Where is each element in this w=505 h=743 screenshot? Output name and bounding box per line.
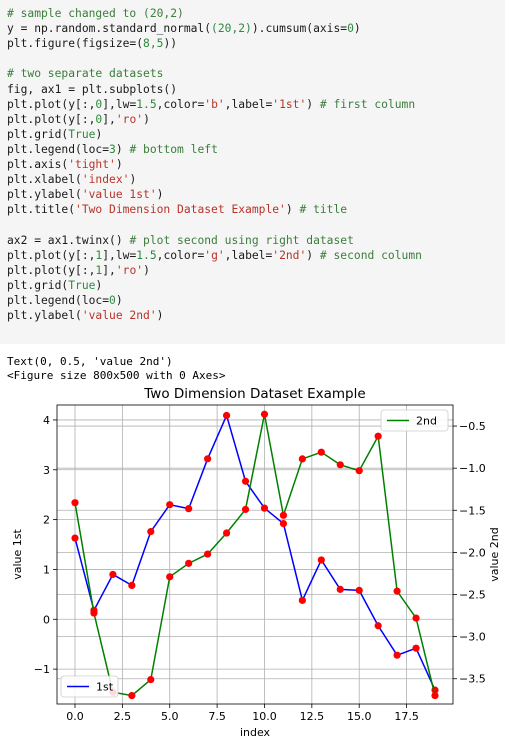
data-point-2nd (185, 559, 193, 567)
x-tick-label: 17.5 (394, 710, 419, 723)
y-right-tick-label: −1.5 (459, 504, 486, 517)
data-point-1st (222, 411, 231, 420)
twin-axis-line-chart: 0.0 2.5 5.0 7.5 10.0 12.5 15.0 17.5 −1 0 1 2 3 4 −3.5 −… (11, 386, 501, 739)
data-point-1st (147, 527, 155, 536)
data-point-2nd (90, 609, 98, 617)
data-point-1st (412, 644, 420, 652)
code-line: plt.plot(y[:,0],lw=1.5,color='b',label='… (7, 97, 416, 111)
code-line: plt.axis('tight') (7, 158, 123, 171)
data-point-2nd (298, 455, 306, 463)
x-tick-label: 7.5 (208, 710, 226, 723)
y-left-tick-label: 1 (43, 563, 50, 576)
y-right-tick-label: −1.0 (459, 462, 486, 475)
data-point-1st (279, 520, 288, 528)
output-text: <Figure size 800x500 with 0 Axes> (7, 368, 226, 382)
data-point-1st (260, 504, 269, 512)
code-line: plt.ylabel('value 2nd') (7, 309, 164, 322)
data-point-2nd (393, 587, 401, 595)
data-point-2nd (279, 511, 288, 519)
code-cell[interactable]: # sample changed to (20,2) y = np.random.… (0, 0, 505, 344)
code-line: # two separate datasets (7, 67, 164, 81)
code-line: # sample changed to (20,2) (7, 7, 184, 20)
data-point-2nd (71, 499, 79, 507)
code-line: plt.plot(y[:,0],'ro') (7, 112, 150, 126)
data-point-1st (204, 455, 212, 463)
data-point-1st (241, 477, 250, 485)
y-left-tick-label: −1 (34, 663, 50, 676)
legend-box-2nd (380, 409, 449, 432)
code-line: plt.plot(y[:,1],lw=1.5,color='g',label='… (7, 248, 422, 262)
data-point-2nd (431, 691, 439, 700)
data-point-1st (336, 585, 344, 593)
data-point-2nd (412, 614, 420, 622)
y-right-tick-label: −2.5 (459, 589, 486, 602)
plot-frame (56, 404, 454, 705)
data-point-2nd (147, 675, 155, 684)
data-point-2nd (317, 448, 325, 456)
data-point-2nd (166, 573, 174, 581)
legend-label-2nd: 2nd (416, 415, 437, 428)
code-line: plt.legend(loc=3) # bottom left (7, 142, 218, 156)
code-line: y = np.random.standard_normal((20,2)).cu… (7, 22, 361, 36)
chart-title: Two Dimension Dataset Example (143, 386, 365, 402)
y-left-tick-label: 2 (43, 514, 50, 527)
y-left-tick-label: 4 (43, 414, 50, 427)
data-point-1st (71, 534, 79, 542)
x-axis-label: index (240, 726, 271, 739)
data-point-1st (298, 596, 306, 604)
data-point-2nd (260, 410, 269, 418)
x-tick-label: 10.0 (252, 710, 277, 723)
output-text: Text(0, 0.5, 'value 2nd') (7, 355, 173, 368)
data-point-2nd (374, 432, 382, 440)
x-tick-label: 2.5 (114, 710, 132, 723)
code-line: plt.grid(True) (7, 278, 103, 292)
data-point-2nd (222, 529, 231, 537)
code-line: fig, ax1 = plt.subplots() (7, 82, 178, 96)
y-right-axis-label: value 2nd (488, 527, 501, 582)
code-line: plt.figure(figsize=(8,5)) (7, 37, 178, 51)
series-line-1st (74, 413, 436, 691)
data-point-1st (109, 570, 117, 579)
data-point-2nd (128, 691, 136, 700)
data-point-1st (185, 505, 193, 513)
data-point-2nd (355, 467, 363, 475)
code-line: plt.grid(True) (7, 127, 103, 141)
code-line: plt.plot(y[:,1],'ro') (7, 263, 150, 277)
data-point-1st (374, 622, 382, 630)
data-point-2nd (241, 505, 250, 514)
data-point-1st (166, 501, 174, 509)
x-tick-label: 5.0 (161, 710, 179, 723)
code-line: plt.ylabel('value 1st') (7, 188, 164, 202)
data-point-1st (393, 651, 401, 659)
y-right-tick-label: −3.5 (459, 673, 486, 686)
y-left-tick-label: 3 (43, 464, 50, 477)
code-line: ax2 = ax1.twinx() # plot second using ri… (7, 233, 354, 247)
y-left-tick-label: 0 (43, 613, 50, 626)
y-left-axis-label: value 1st (11, 529, 24, 580)
data-point-2nd (204, 550, 212, 558)
plot-area (57, 405, 453, 704)
code-line: plt.title('Two Dimension Dataset Example… (7, 203, 348, 217)
y-right-tick-label: −2.0 (459, 546, 486, 559)
series-line-2nd (74, 414, 436, 697)
code-line: plt.legend(loc=0) (7, 293, 123, 307)
y-right-tick-label: −3.0 (459, 631, 486, 644)
data-point-1st (355, 586, 363, 594)
x-tick-label: 15.0 (347, 710, 372, 723)
data-point-1st (128, 581, 136, 589)
legend-box-1st (60, 675, 119, 698)
data-point-1st (317, 556, 325, 564)
y-right-tick-label: −0.5 (459, 420, 486, 433)
x-tick-label: 12.5 (300, 710, 325, 723)
data-point-2nd (336, 461, 344, 469)
legend-label-1st: 1st (96, 681, 114, 694)
x-tick-label: 0.0 (66, 710, 84, 723)
code-line: plt.xlabel('index') (7, 173, 137, 187)
